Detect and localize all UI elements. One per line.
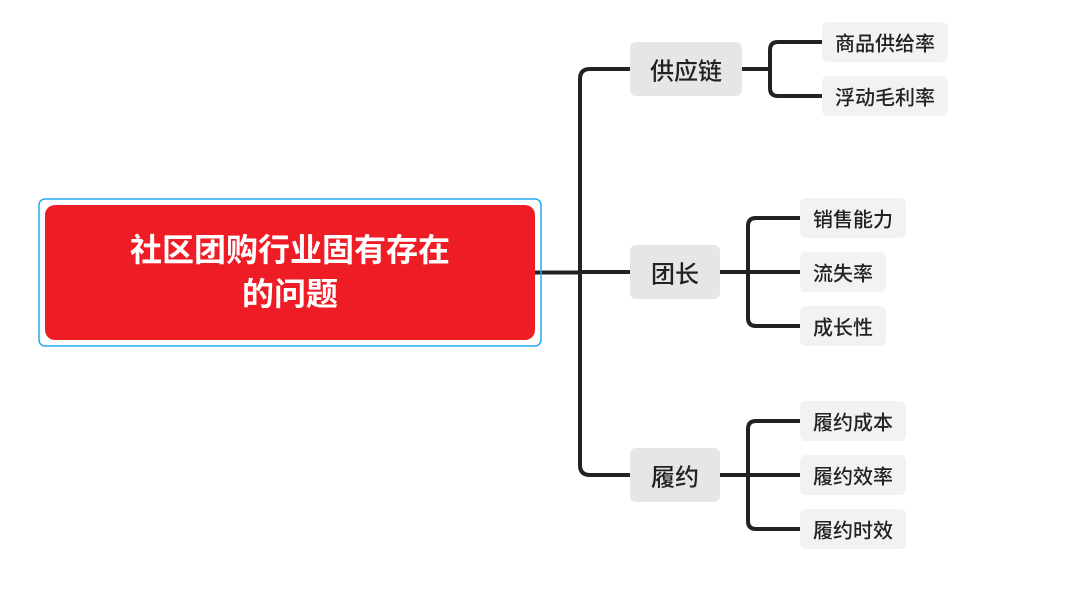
leaf-label: 商品供给率 [835, 28, 935, 57]
connector-branch-group-leader [720, 218, 800, 326]
leaf-label: 流失率 [813, 258, 873, 287]
branch-label: 团长 [651, 255, 699, 290]
leaf-label: 履约时效 [813, 515, 893, 544]
branch-label: 履约 [651, 458, 699, 493]
mindmap-canvas: 社区团购行业固有存在的问题供应链商品供给率浮动毛利率团长销售能力流失率成长性履约… [0, 0, 1080, 597]
leaf-label: 履约效率 [813, 461, 893, 490]
leaf-label: 成长性 [813, 312, 873, 341]
leaf-label: 履约成本 [813, 407, 893, 436]
leaf-label: 销售能力 [813, 204, 893, 233]
node-layer: 社区团购行业固有存在的问题供应链商品供给率浮动毛利率团长销售能力流失率成长性履约… [39, 22, 948, 549]
connector-root-to-branches [535, 69, 630, 475]
connector-branch-supply-chain [742, 42, 822, 96]
branch-label: 供应链 [650, 52, 722, 87]
connector-branch-fulfillment [720, 421, 800, 529]
leaf-label: 浮动毛利率 [835, 82, 935, 111]
